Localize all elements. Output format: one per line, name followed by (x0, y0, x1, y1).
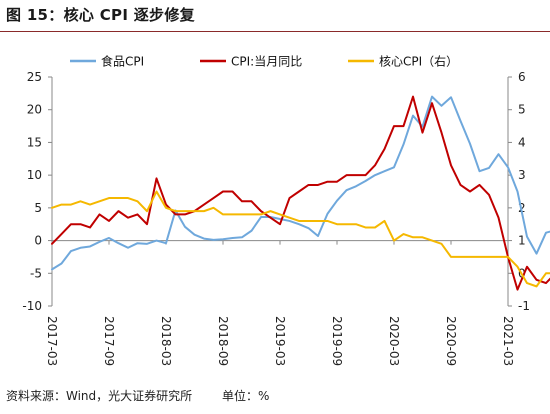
chart-legend: 食品CPI CPI:当月同比 核心CPI（右） (70, 54, 458, 69)
y-right-tick-label: 3 (518, 168, 526, 182)
source-note: 资料来源：Wind，光大证券研究所 单位：% (6, 387, 295, 404)
unit-text: 单位：% (222, 389, 270, 403)
series-line-food (51, 95, 550, 271)
x-tick-label: 2018-09 (216, 316, 230, 366)
y-right-tick-label: -1 (518, 299, 530, 313)
y-left-tick-label: 0 (34, 234, 42, 248)
x-tick-label: 2017-09 (102, 316, 116, 366)
y-left-tick-label: 5 (34, 201, 42, 215)
legend-label-food: 食品CPI (101, 54, 144, 69)
y-left-tick-label: -5 (30, 266, 42, 280)
y-left-tick-label: 20 (27, 103, 42, 117)
x-tick-label: 2019-03 (273, 316, 287, 366)
source-text: 资料来源：Wind，光大证券研究所 (6, 389, 193, 403)
y-left-tick-label: 10 (27, 168, 42, 182)
y-left-tick-label: 25 (27, 70, 42, 84)
y-left-tick-label: 15 (27, 135, 42, 149)
y-right-tick-label: 5 (518, 103, 526, 117)
x-tick-label: 2020-03 (387, 316, 401, 366)
y-right-tick-label: 1 (518, 234, 526, 248)
legend-label-cpi: CPI:当月同比 (231, 55, 302, 69)
y-left-tick-label: -10 (22, 299, 42, 313)
series-line-core (51, 190, 550, 288)
x-tick-label: 2020-09 (444, 316, 458, 366)
title-rule (0, 31, 550, 32)
series-line-cpi (51, 95, 550, 291)
x-tick-label: 2017-03 (45, 316, 59, 366)
x-tick-label: 2018-03 (159, 316, 173, 366)
y-right-tick-label: 6 (518, 70, 526, 84)
line-chart: 食品CPI CPI:当月同比 核心CPI（右） 25 20 15 10 5 0 -5 -10 6 5 4… (22, 54, 550, 366)
x-tick-label: 2021-03 (501, 316, 515, 366)
legend-label-core: 核心CPI（右） (379, 54, 458, 69)
y-right-tick-label: 4 (518, 135, 526, 149)
x-tick-label: 2019-09 (330, 316, 344, 366)
chart-series (51, 95, 550, 291)
figure-title: 图 15：核心 CPI 逐步修复 (6, 6, 195, 24)
